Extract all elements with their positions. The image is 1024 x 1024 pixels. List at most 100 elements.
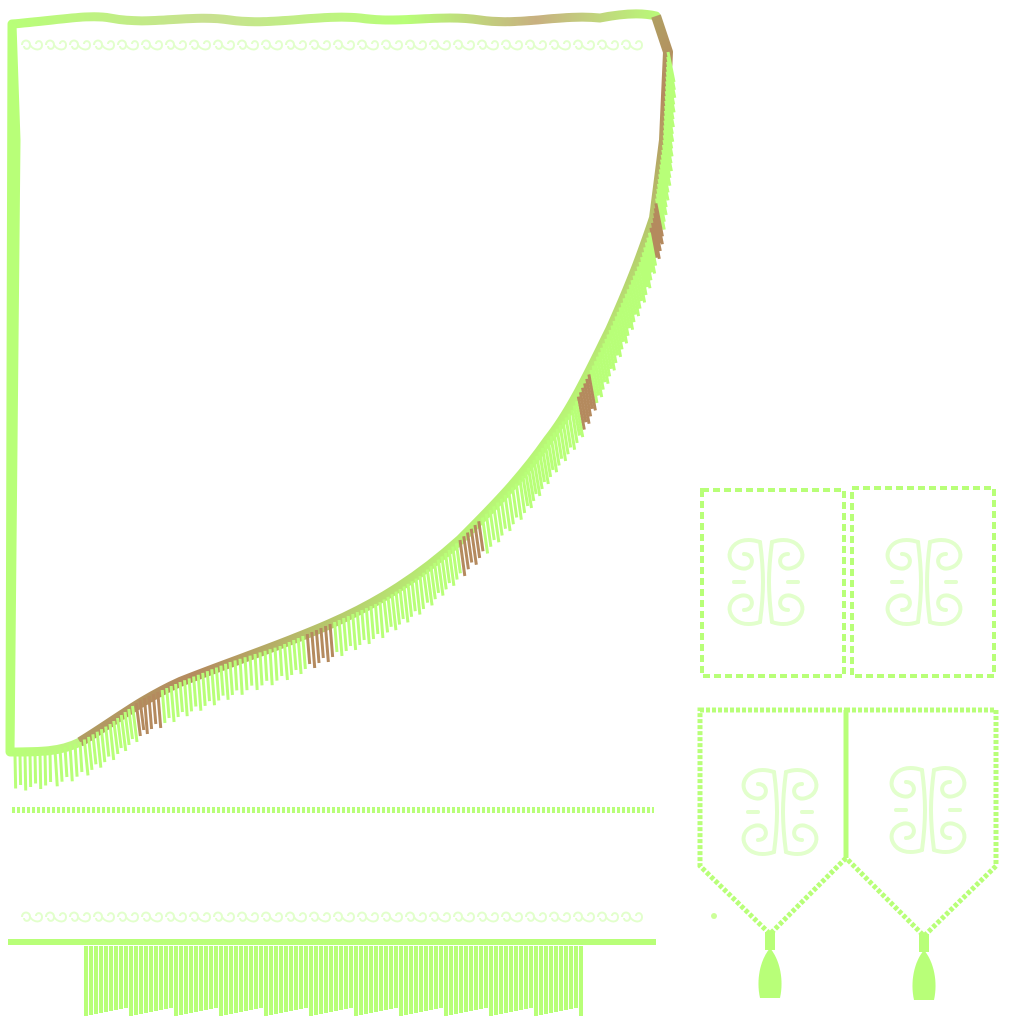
fringe-strand: [165, 687, 171, 719]
scroll-ornament: [333, 911, 356, 923]
scroll-ornament: [285, 911, 308, 923]
fringe-strand: [48, 751, 53, 783]
fringe-strand: [660, 154, 670, 185]
fringe-strand: [346, 615, 353, 647]
fringe-strand: [496, 502, 504, 536]
fringe-strand: [273, 647, 279, 681]
fringe-strand: [600, 347, 610, 385]
fringe-strand: [23, 754, 28, 791]
fringe-strand: [116, 717, 123, 749]
fringe-strand: [620, 302, 630, 337]
fringe-strand: [622, 297, 631, 329]
fringe-strand: [429, 565, 437, 600]
fringe-strand: [214, 667, 221, 701]
fringe-strand: [447, 549, 456, 587]
curtain-fringe: [13, 51, 677, 791]
scroll-stroke: [758, 540, 765, 624]
fringe-strand: [661, 144, 672, 179]
fringe-strand: [386, 596, 393, 627]
fringe-strand: [628, 284, 637, 315]
fringe-strand: [112, 720, 120, 755]
square-panel-pair: [700, 486, 996, 678]
fringe-strand: [469, 528, 478, 565]
fringe-strand: [187, 678, 194, 712]
fringe-strand: [612, 320, 623, 358]
scroll-ornament: [381, 39, 404, 51]
pennant-panel-right: [843, 707, 999, 940]
tassel-left: [758, 932, 782, 998]
fringe-strand: [278, 645, 284, 677]
scroll-ornament: [453, 911, 476, 923]
fringe-strand: [458, 539, 467, 577]
scroll-stroke: [741, 823, 776, 856]
fringe-strand: [196, 674, 203, 711]
fringe-strand: [616, 311, 625, 343]
fringe-strand: [650, 222, 661, 260]
fringe-strand: [507, 491, 515, 525]
fringe-strand: [73, 743, 79, 777]
fringe-strand: [68, 745, 74, 782]
scroll-stroke: [885, 593, 920, 626]
fringe-strand: [192, 676, 198, 707]
fringe-strand: [583, 383, 593, 417]
fringe-strand: [552, 432, 561, 466]
fringe-strand: [618, 307, 629, 344]
scroll-stroke: [925, 540, 932, 624]
fringe-strand: [473, 524, 482, 559]
scroll-ornament: [333, 39, 356, 51]
scroll-ornament: [45, 39, 68, 51]
fringe-strand: [228, 661, 234, 696]
tassel-right: [912, 934, 936, 1000]
fringe-strand: [602, 343, 612, 377]
fringe-strand: [131, 705, 139, 743]
scroll-ornament: [501, 911, 524, 923]
fringe-strand: [655, 193, 666, 230]
scroll-stroke: [784, 823, 819, 856]
fringe-strand: [201, 672, 207, 707]
fringe-strand: [310, 631, 317, 669]
fringe-strand: [656, 188, 666, 223]
scroll-ornament: [525, 911, 548, 923]
fringe-strand: [119, 714, 128, 752]
scroll-ornament: [597, 911, 620, 923]
stray-dot: [711, 913, 717, 919]
fringe-strand: [511, 487, 519, 518]
fringe-strand: [538, 451, 546, 483]
scroll-stroke: [885, 538, 920, 571]
scroll-stroke: [889, 821, 924, 854]
fringe-strand: [394, 591, 402, 625]
scroll-ornament: [213, 39, 236, 51]
fringe-strand: [546, 439, 555, 471]
fringe-strand: [58, 748, 64, 782]
curtain-scroll-border: [21, 39, 644, 51]
fringe-strand: [655, 198, 664, 229]
fringe-strand: [454, 543, 462, 574]
fringe-strand: [595, 356, 605, 390]
fringe-strand: [658, 168, 668, 200]
fringe-strand: [390, 594, 398, 631]
scroll-ornament: [573, 911, 596, 923]
fringe-strand: [151, 693, 158, 725]
fringe-strand: [398, 588, 405, 620]
fringe-strand: [422, 572, 430, 603]
fringe-strand: [38, 752, 43, 790]
fringe-strand: [634, 270, 643, 302]
fringe-strand: [53, 750, 59, 787]
fringe-strand: [653, 207, 664, 245]
scroll-stroke: [889, 766, 924, 799]
fringe-strand: [451, 546, 459, 580]
scroll-ornament: [141, 39, 164, 51]
fringe-strand: [477, 521, 485, 552]
scroll-ornament: [357, 911, 380, 923]
fringe-strand: [351, 613, 358, 651]
fringe-strand: [43, 752, 48, 786]
fringe-strand: [178, 681, 184, 713]
fringe-strand: [574, 400, 585, 438]
fringe-strand: [418, 575, 426, 610]
fringe-strand: [314, 629, 321, 664]
scroll-motif: [889, 766, 967, 854]
scroll-stroke: [781, 770, 788, 854]
fringe-strand: [658, 173, 668, 208]
fringe-strand: [355, 611, 362, 646]
fringe-strand: [660, 159, 670, 193]
